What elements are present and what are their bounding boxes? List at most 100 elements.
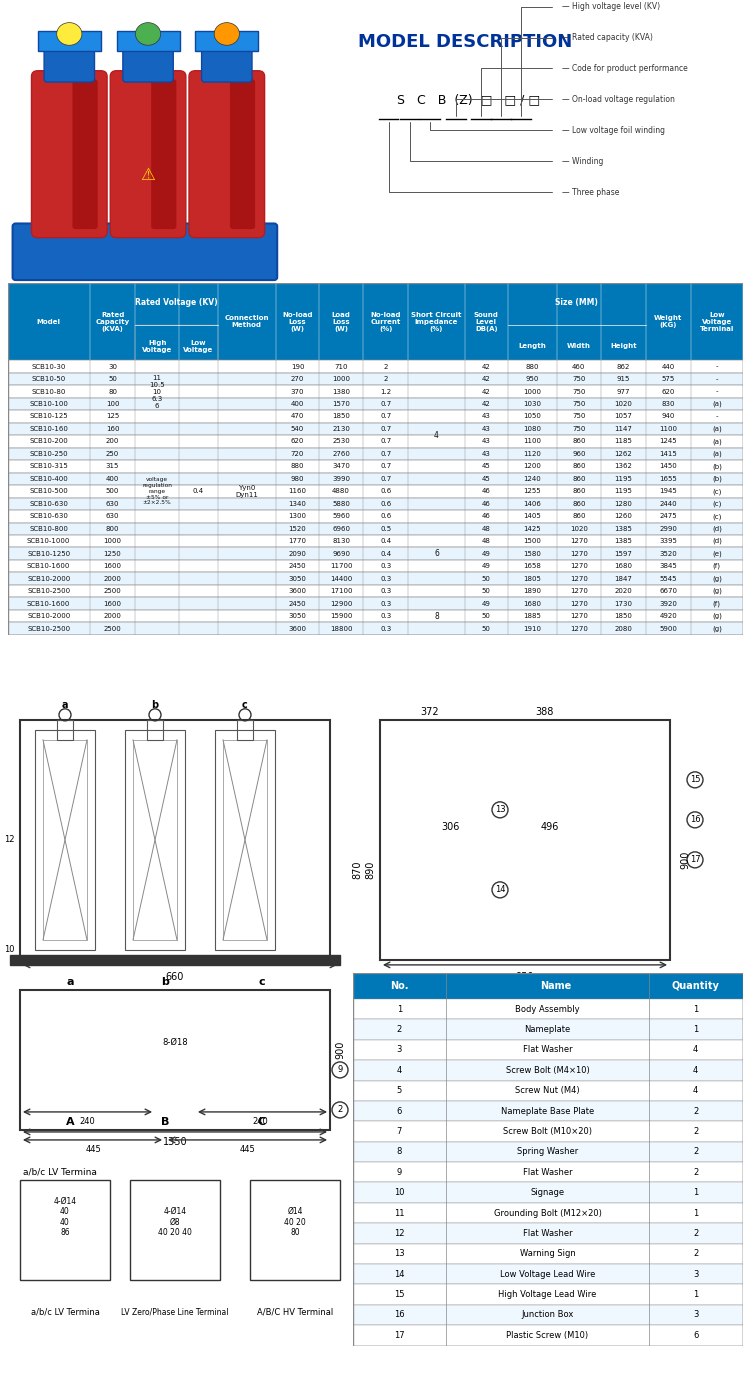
Text: 4: 4 [693, 1086, 698, 1096]
FancyBboxPatch shape [123, 43, 173, 81]
Text: 4: 4 [397, 1065, 402, 1075]
Text: 0.7: 0.7 [380, 439, 392, 444]
Text: Signage: Signage [530, 1188, 565, 1196]
FancyBboxPatch shape [73, 79, 98, 229]
Text: (a): (a) [712, 451, 722, 457]
Text: 630: 630 [106, 501, 119, 506]
Text: 200: 200 [106, 439, 119, 444]
Text: 0.4: 0.4 [193, 489, 204, 494]
Text: 860: 860 [572, 476, 586, 482]
Bar [57, 720, 73, 740]
Bar [352, 1141, 742, 1162]
Text: 14400: 14400 [330, 575, 352, 581]
Text: 460: 460 [572, 363, 586, 370]
Text: 17: 17 [394, 1330, 404, 1340]
Text: 5960: 5960 [332, 513, 350, 519]
Bar [8, 610, 742, 622]
Text: Low
Voltage: Low Voltage [183, 339, 214, 353]
Text: 2: 2 [693, 1127, 698, 1136]
Text: 940: 940 [662, 414, 675, 420]
Text: 660: 660 [166, 972, 184, 983]
Text: 1100: 1100 [524, 439, 542, 444]
Text: 30: 30 [108, 363, 117, 370]
Text: 960: 960 [572, 451, 586, 457]
Bar [20, 720, 330, 960]
Bar [130, 1180, 220, 1281]
Text: 1270: 1270 [570, 563, 588, 569]
Text: 1340: 1340 [289, 501, 307, 506]
Text: — Code for product performance: — Code for product performance [562, 63, 688, 73]
Bar [380, 720, 670, 960]
Text: 1262: 1262 [614, 451, 632, 457]
Text: 2440: 2440 [659, 501, 677, 506]
Text: Model: Model [37, 319, 61, 324]
Text: 0.7: 0.7 [380, 426, 392, 432]
Text: 1255: 1255 [524, 489, 542, 494]
Text: 1000: 1000 [524, 389, 542, 395]
FancyBboxPatch shape [195, 32, 258, 51]
Text: 1160: 1160 [289, 489, 307, 494]
Text: -: - [716, 414, 718, 420]
Text: Quantity: Quantity [672, 981, 720, 991]
Text: 1450: 1450 [659, 464, 677, 469]
Text: 445: 445 [85, 1145, 100, 1154]
Bar [215, 730, 275, 949]
Text: 48: 48 [482, 538, 490, 544]
Text: 880: 880 [526, 363, 539, 370]
Text: -: - [716, 389, 718, 395]
Text: 50: 50 [482, 625, 490, 632]
Text: 0.3: 0.3 [380, 575, 392, 581]
Text: 2: 2 [693, 1147, 698, 1156]
Text: b: b [161, 977, 169, 987]
Text: Low Voltage Lead Wire: Low Voltage Lead Wire [500, 1270, 596, 1279]
Text: 4-Ø14
40
40
86: 4-Ø14 40 40 86 [53, 1196, 76, 1236]
Text: 900: 900 [680, 850, 690, 869]
Text: 42: 42 [482, 389, 490, 395]
Text: 4: 4 [434, 431, 439, 440]
Bar [8, 560, 742, 573]
Text: 860: 860 [572, 513, 586, 519]
Text: 860: 860 [572, 439, 586, 444]
Text: 4: 4 [693, 1065, 698, 1075]
Text: 49: 49 [482, 551, 490, 556]
Text: 862: 862 [616, 363, 630, 370]
Text: 1910: 1910 [524, 625, 542, 632]
Text: 8-Ø18: 8-Ø18 [162, 1038, 188, 1047]
Bar [352, 1223, 742, 1243]
Text: SCB10-500: SCB10-500 [29, 489, 68, 494]
Text: 1270: 1270 [570, 613, 588, 620]
Text: 1600: 1600 [104, 563, 122, 569]
Text: 0.5: 0.5 [380, 526, 392, 531]
Text: 0.6: 0.6 [380, 513, 392, 519]
Text: 125: 125 [106, 414, 119, 420]
Text: b: b [152, 700, 158, 709]
Text: SCB10-125: SCB10-125 [29, 414, 68, 420]
Text: 6: 6 [397, 1107, 402, 1115]
Text: (g): (g) [712, 588, 722, 595]
Text: 372: 372 [421, 707, 440, 716]
Text: 2990: 2990 [659, 526, 677, 531]
Text: 1020: 1020 [570, 526, 588, 531]
Text: 46: 46 [482, 489, 490, 494]
Text: MODEL DESCRIPTION: MODEL DESCRIPTION [358, 33, 572, 51]
Bar [352, 973, 742, 999]
Text: SCB10-2000: SCB10-2000 [27, 575, 70, 581]
Text: 3600: 3600 [289, 588, 307, 595]
Bar [20, 1180, 110, 1281]
Bar [8, 447, 742, 460]
Text: 270: 270 [291, 375, 304, 382]
FancyBboxPatch shape [202, 43, 252, 81]
Text: 0.7: 0.7 [380, 451, 392, 457]
Text: 2450: 2450 [289, 600, 306, 607]
Text: (c): (c) [712, 501, 722, 506]
Text: 1890: 1890 [524, 588, 542, 595]
Text: Length: Length [518, 344, 546, 349]
Text: 1: 1 [693, 1005, 698, 1014]
Text: 370: 370 [291, 389, 304, 395]
Text: 1847: 1847 [614, 575, 632, 581]
Text: 620: 620 [291, 439, 304, 444]
Text: 0.7: 0.7 [380, 402, 392, 407]
Text: Body Assembly: Body Assembly [515, 1005, 580, 1014]
Text: Height: Height [610, 344, 637, 349]
Text: 1405: 1405 [524, 513, 542, 519]
